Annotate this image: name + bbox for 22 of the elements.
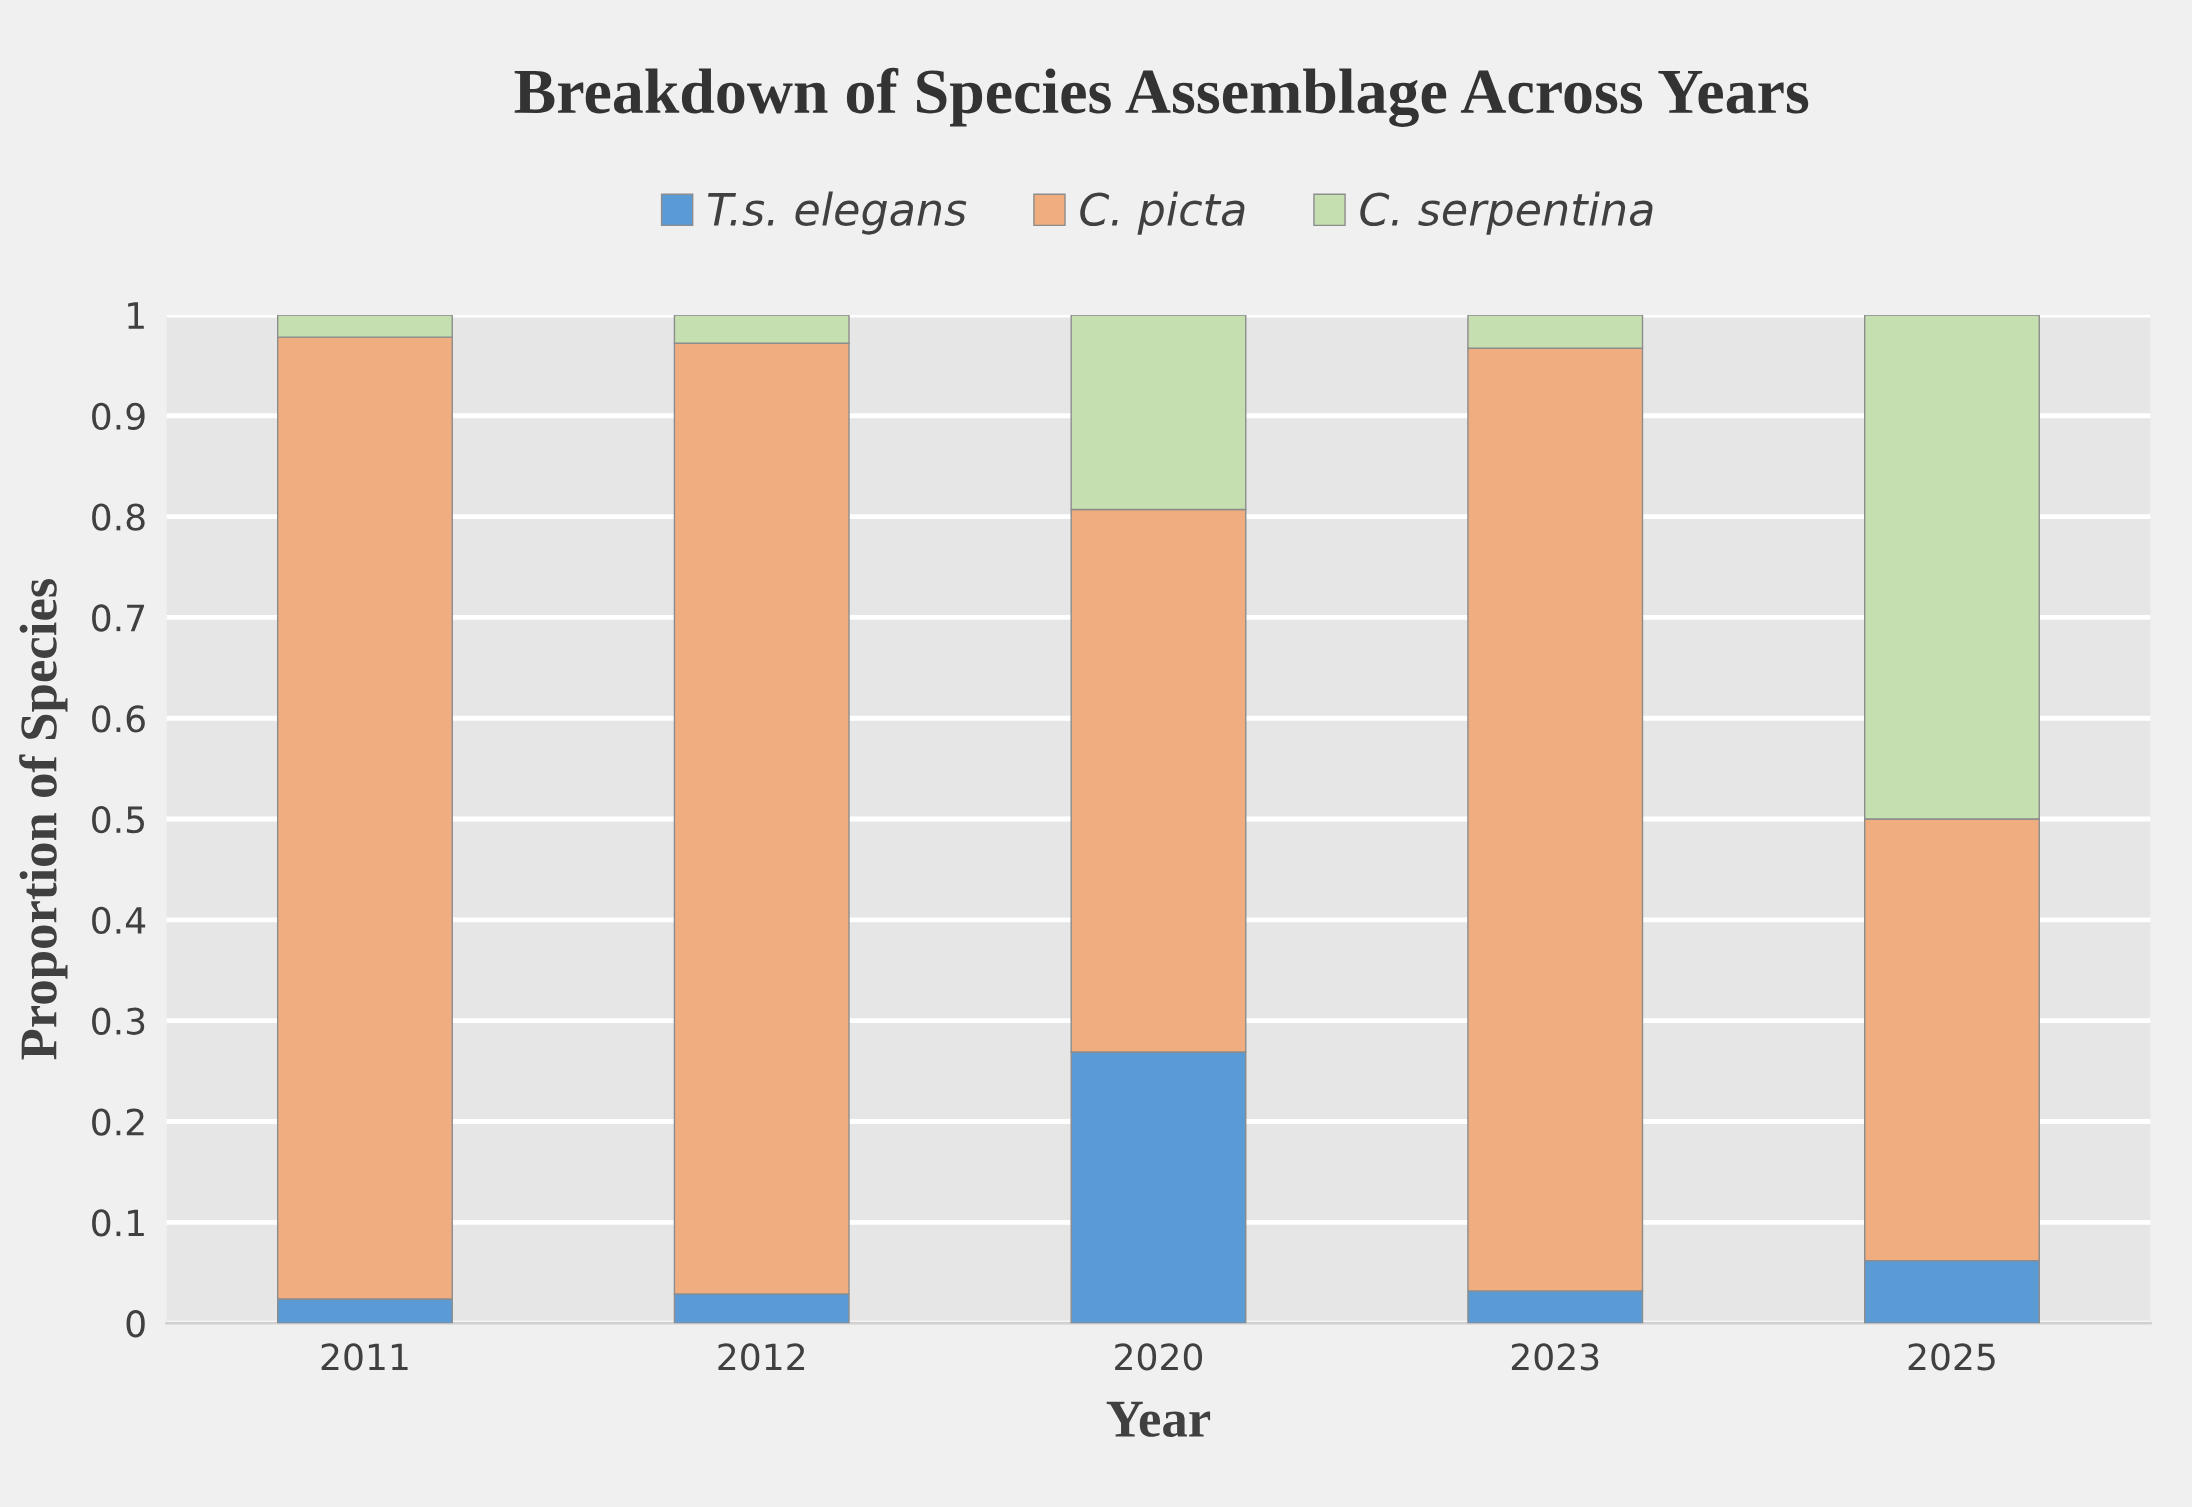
legend-label: C. picta: [1080, 191, 1245, 235]
x-tick-label: 2011: [321, 1343, 408, 1371]
y-tick-label: 0.5: [92, 805, 144, 834]
x-tick-label: 2023: [1511, 1343, 1599, 1371]
x-axis-title: Year: [1106, 1401, 1211, 1437]
y-tick-label: 1: [128, 302, 144, 329]
legend-label: C. serpentina: [1360, 191, 1653, 235]
chart-title: Breakdown of Species Assemblage Across Years: [514, 67, 1809, 127]
x-tick-label: 2020: [1115, 1343, 1203, 1371]
y-tick-label: 0.7: [92, 604, 145, 632]
y-tick-label: 0.1: [92, 1209, 144, 1237]
y-tick-label: 0.9: [92, 402, 145, 431]
y-tick-label: 0: [126, 1310, 145, 1338]
legend-label: T.s. elegans: [707, 191, 967, 235]
y-axis-title: Proportion of Species: [19, 578, 68, 1060]
x-tick-label: 2012: [718, 1343, 805, 1371]
y-tick-label: 0.2: [92, 1108, 144, 1136]
y-tick-label: 0.3: [92, 1007, 145, 1035]
y-tick-label: 0.6: [92, 705, 145, 733]
x-tick-label: 2025: [1908, 1343, 1995, 1371]
y-tick-label: 0.4: [92, 906, 146, 935]
y-tick-label: 0.8: [92, 503, 145, 531]
